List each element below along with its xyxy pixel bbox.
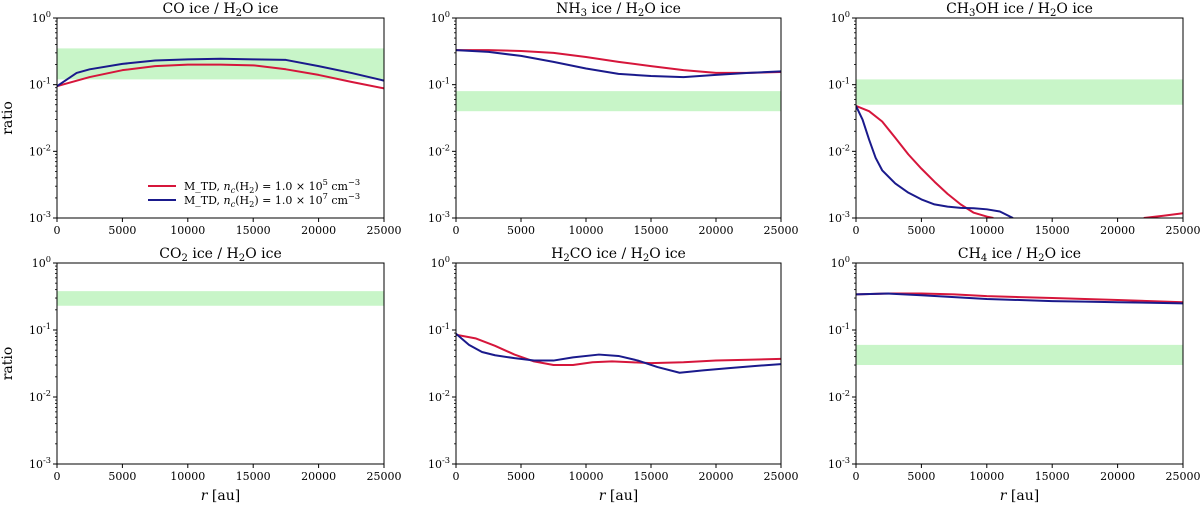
panel-title: CO2 ice / H2O ice <box>159 246 281 264</box>
panel-5: 0 5000 10000 15000 20000 25000 10-3 10-2 10-1 100… <box>428 246 799 504</box>
x-tick-label: 10000 <box>569 224 604 237</box>
x-tick-label: 15000 <box>634 470 669 483</box>
axes-frame <box>456 18 781 218</box>
x-tick-label: 0 <box>54 470 61 483</box>
x-tick-label: 10000 <box>569 470 604 483</box>
x-tick-label: 15000 <box>236 470 271 483</box>
x-tick-label: 0 <box>853 224 860 237</box>
x-tick-label: 0 <box>54 224 61 237</box>
series-line-n1e7 <box>456 50 781 77</box>
series-line-n1e5 <box>1144 213 1183 218</box>
x-tick-label: 25000 <box>764 470 799 483</box>
y-tick-label: 10-1 <box>428 76 450 92</box>
y-tick-label: 10-1 <box>29 321 51 337</box>
y-tick-label: 100 <box>431 254 450 270</box>
x-tick-label: 5000 <box>907 224 935 237</box>
observed-range-band <box>57 291 384 306</box>
observed-range-band <box>856 79 1183 104</box>
observed-range-band <box>456 91 781 111</box>
y-axis-label: ratio <box>0 347 16 381</box>
panel-1: 0 5000 10000 15000 20000 25000 10-3 10-2 10-1 100… <box>0 1 402 237</box>
y-tick-label: 10-2 <box>29 388 51 404</box>
y-tick-label: 10-3 <box>29 455 51 471</box>
x-tick-label: 20000 <box>699 470 734 483</box>
x-tick-label: 10000 <box>969 470 1004 483</box>
x-tick-label: 15000 <box>236 224 271 237</box>
y-tick-label: 10-2 <box>29 142 51 158</box>
y-tick-label: 10-1 <box>428 321 450 337</box>
x-tick-label: 20000 <box>699 224 734 237</box>
x-axis-label: r [au] <box>201 488 240 504</box>
legend-entry-n1e5: M_TD, nc(H2) = 1.0 × 105 cm−3 <box>184 177 360 195</box>
x-tick-label: 10000 <box>969 224 1004 237</box>
x-axis-label: r [au] <box>1000 488 1039 504</box>
y-tick-label: 10-2 <box>428 142 450 158</box>
series-line-n1e7 <box>456 334 781 373</box>
axes-frame <box>856 18 1183 218</box>
y-tick-label: 10-3 <box>828 455 850 471</box>
x-tick-label: 5000 <box>507 470 535 483</box>
legend-entry-n1e7: M_TD, nc(H2) = 1.0 × 107 cm−3 <box>184 191 360 209</box>
series-line-n1e5 <box>456 335 781 365</box>
x-tick-label: 25000 <box>764 224 799 237</box>
y-tick-label: 100 <box>32 254 51 270</box>
x-tick-label: 5000 <box>108 470 136 483</box>
y-tick-label: 100 <box>831 9 850 25</box>
x-tick-label: 5000 <box>907 470 935 483</box>
x-tick-label: 20000 <box>301 470 336 483</box>
x-tick-label: 5000 <box>507 224 535 237</box>
panel-3: 0 5000 10000 15000 20000 25000 10-3 10-2 10-1 100… <box>828 1 1200 237</box>
panel-title: CO ice / H2O ice <box>162 1 278 19</box>
y-tick-label: 10-1 <box>828 321 850 337</box>
x-tick-label: 20000 <box>301 224 336 237</box>
series-line-n1e7 <box>856 106 1013 218</box>
y-tick-label: 10-3 <box>29 209 51 225</box>
panel-title: NH3 ice / H2O ice <box>556 1 681 19</box>
y-axis-label: ratio <box>0 101 16 135</box>
x-tick-label: 5000 <box>108 224 136 237</box>
x-tick-label: 25000 <box>1166 470 1200 483</box>
panel-6: 0 5000 10000 15000 20000 25000 10-3 10-2 10-1 100… <box>828 246 1200 504</box>
x-tick-label: 15000 <box>634 224 669 237</box>
axes-frame <box>456 263 781 464</box>
panel-title: H2CO ice / H2O ice <box>551 246 686 264</box>
y-tick-label: 10-3 <box>428 209 450 225</box>
y-tick-label: 10-1 <box>29 76 51 92</box>
y-tick-label: 10-2 <box>828 388 850 404</box>
x-tick-label: 15000 <box>1035 224 1070 237</box>
y-tick-label: 100 <box>431 9 450 25</box>
x-tick-label: 20000 <box>1100 224 1135 237</box>
y-tick-label: 100 <box>831 254 850 270</box>
y-tick-label: 100 <box>32 9 51 25</box>
x-tick-label: 15000 <box>1035 470 1070 483</box>
series-line-n1e7 <box>856 294 1183 304</box>
x-tick-label: 25000 <box>367 470 402 483</box>
x-tick-label: 0 <box>853 470 860 483</box>
x-tick-label: 25000 <box>1166 224 1200 237</box>
y-tick-label: 10-2 <box>428 388 450 404</box>
panel-title: CH3OH ice / H2O ice <box>946 1 1093 19</box>
y-tick-label: 10-3 <box>428 455 450 471</box>
x-axis-label: r [au] <box>599 488 638 504</box>
x-tick-label: 0 <box>453 224 460 237</box>
x-tick-label: 10000 <box>170 224 205 237</box>
panel-2: 0 5000 10000 15000 20000 25000 10-3 10-2 10-1 100… <box>428 1 799 237</box>
y-tick-label: 10-3 <box>828 209 850 225</box>
y-tick-label: 10-1 <box>828 76 850 92</box>
y-tick-label: 10-2 <box>828 142 850 158</box>
legend: M_TD, nc(H2) = 1.0 × 105 cm−3M_TD, nc(H2… <box>148 177 360 209</box>
panel-4: 0 5000 10000 15000 20000 25000 10-3 10-2 10-1 100… <box>0 246 402 504</box>
x-tick-label: 25000 <box>367 224 402 237</box>
x-tick-label: 0 <box>453 470 460 483</box>
x-tick-label: 20000 <box>1100 470 1135 483</box>
x-tick-label: 10000 <box>170 470 205 483</box>
panel-title: CH4 ice / H2O ice <box>958 246 1081 264</box>
observed-range-band <box>856 345 1183 365</box>
